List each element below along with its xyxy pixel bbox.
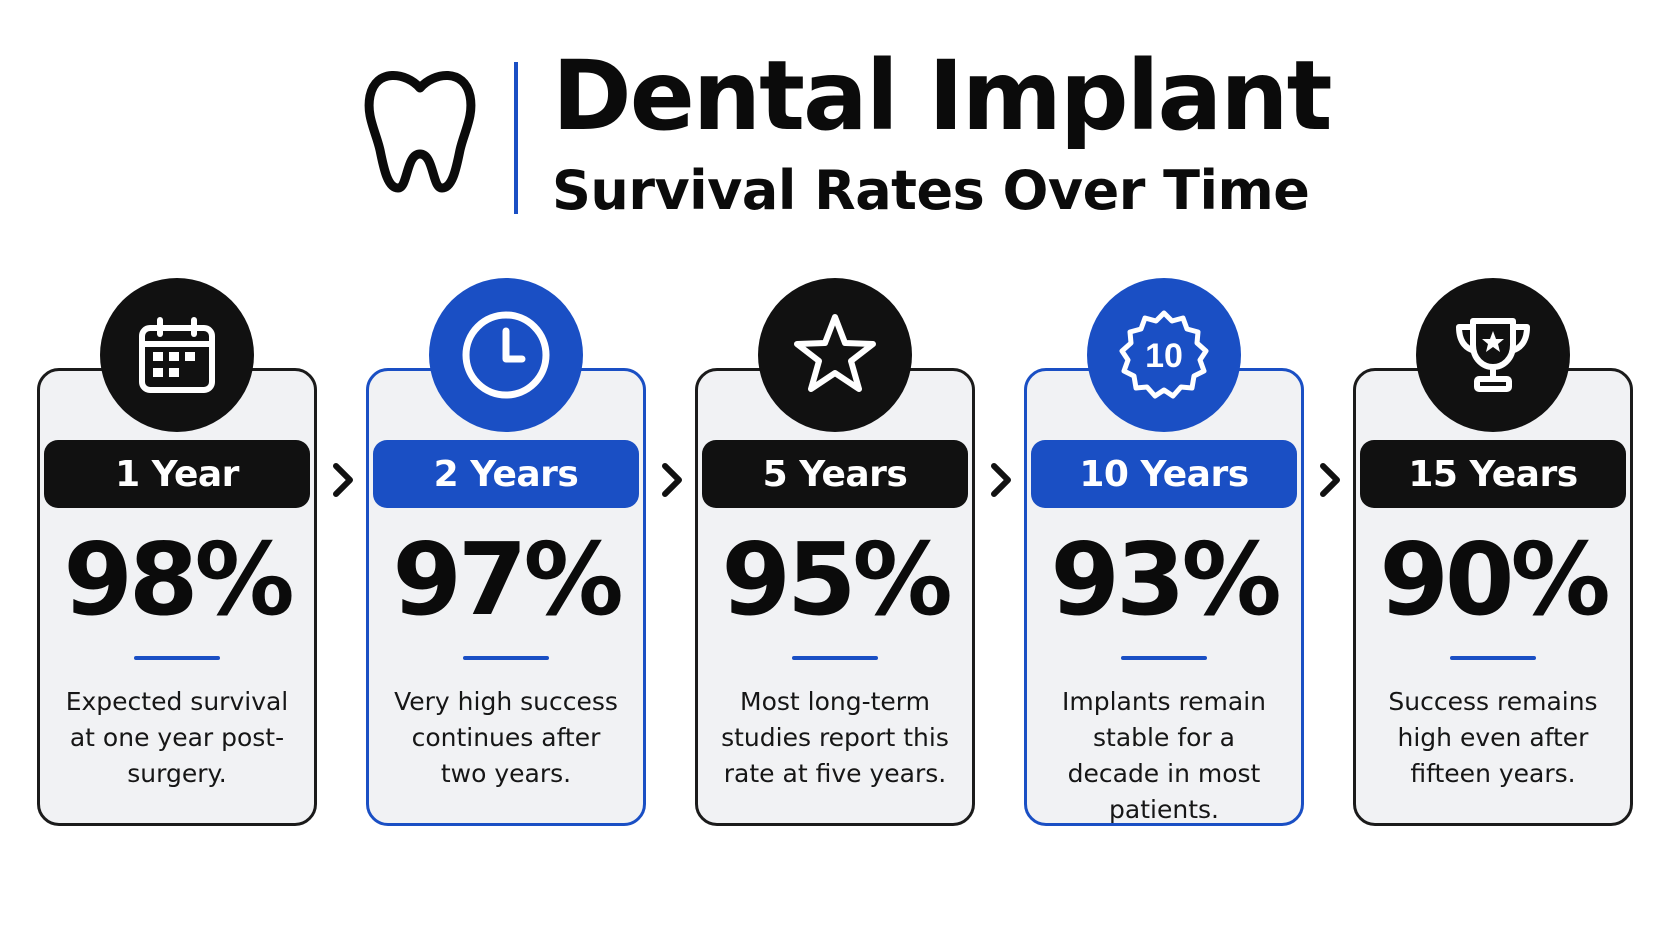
stage-label: 2 Years	[373, 440, 639, 508]
clock-icon	[462, 311, 550, 399]
page-subtitle: Survival Rates Over Time	[552, 159, 1310, 222]
stage-label: 15 Years	[1360, 440, 1626, 508]
stage-icon-circle	[1416, 278, 1570, 432]
stage-percent: 97%	[392, 521, 623, 638]
star-icon	[794, 314, 876, 392]
stage-rule	[1121, 656, 1207, 660]
stage-percent: 90%	[1379, 521, 1610, 638]
stage-label: 5 Years	[702, 440, 968, 508]
stage-description: Implants remain stable for a decade in m…	[1061, 687, 1267, 824]
header-divider	[514, 62, 518, 214]
chevron-right-icon	[1320, 463, 1340, 497]
page-title: Dental Implant	[552, 40, 1333, 152]
stage-rule	[463, 656, 549, 660]
stage-icon-circle: 10	[1087, 278, 1241, 432]
stage-icon-circle	[429, 278, 583, 432]
badge-10-text: 10	[1145, 337, 1183, 375]
stage-description: Success remains high even after fifteen …	[1388, 687, 1598, 788]
stage-rule	[792, 656, 878, 660]
stage-percent: 98%	[63, 521, 294, 638]
stage-description: Most long-term studies report this rate …	[721, 687, 949, 788]
stage-percent: 93%	[1050, 521, 1281, 638]
stage-description: Expected survival at one year post-surge…	[65, 687, 289, 788]
tooth-icon	[364, 71, 476, 193]
stage-rule	[134, 656, 220, 660]
badge-10-icon: 10	[1119, 310, 1209, 399]
chevron-right-icon	[333, 463, 353, 497]
trophy-icon	[1456, 318, 1530, 392]
stage-label: 1 Year	[44, 440, 310, 508]
stage-percent: 95%	[721, 521, 952, 638]
stage-icon-circle	[758, 278, 912, 432]
calendar-icon	[139, 317, 215, 393]
chevron-right-icon	[991, 463, 1011, 497]
stage-description: Very high success continues after two ye…	[394, 687, 618, 788]
chevron-right-icon	[662, 463, 682, 497]
stage-icon-circle	[100, 278, 254, 432]
stage-rule	[1450, 656, 1536, 660]
stage-label: 10 Years	[1031, 440, 1297, 508]
